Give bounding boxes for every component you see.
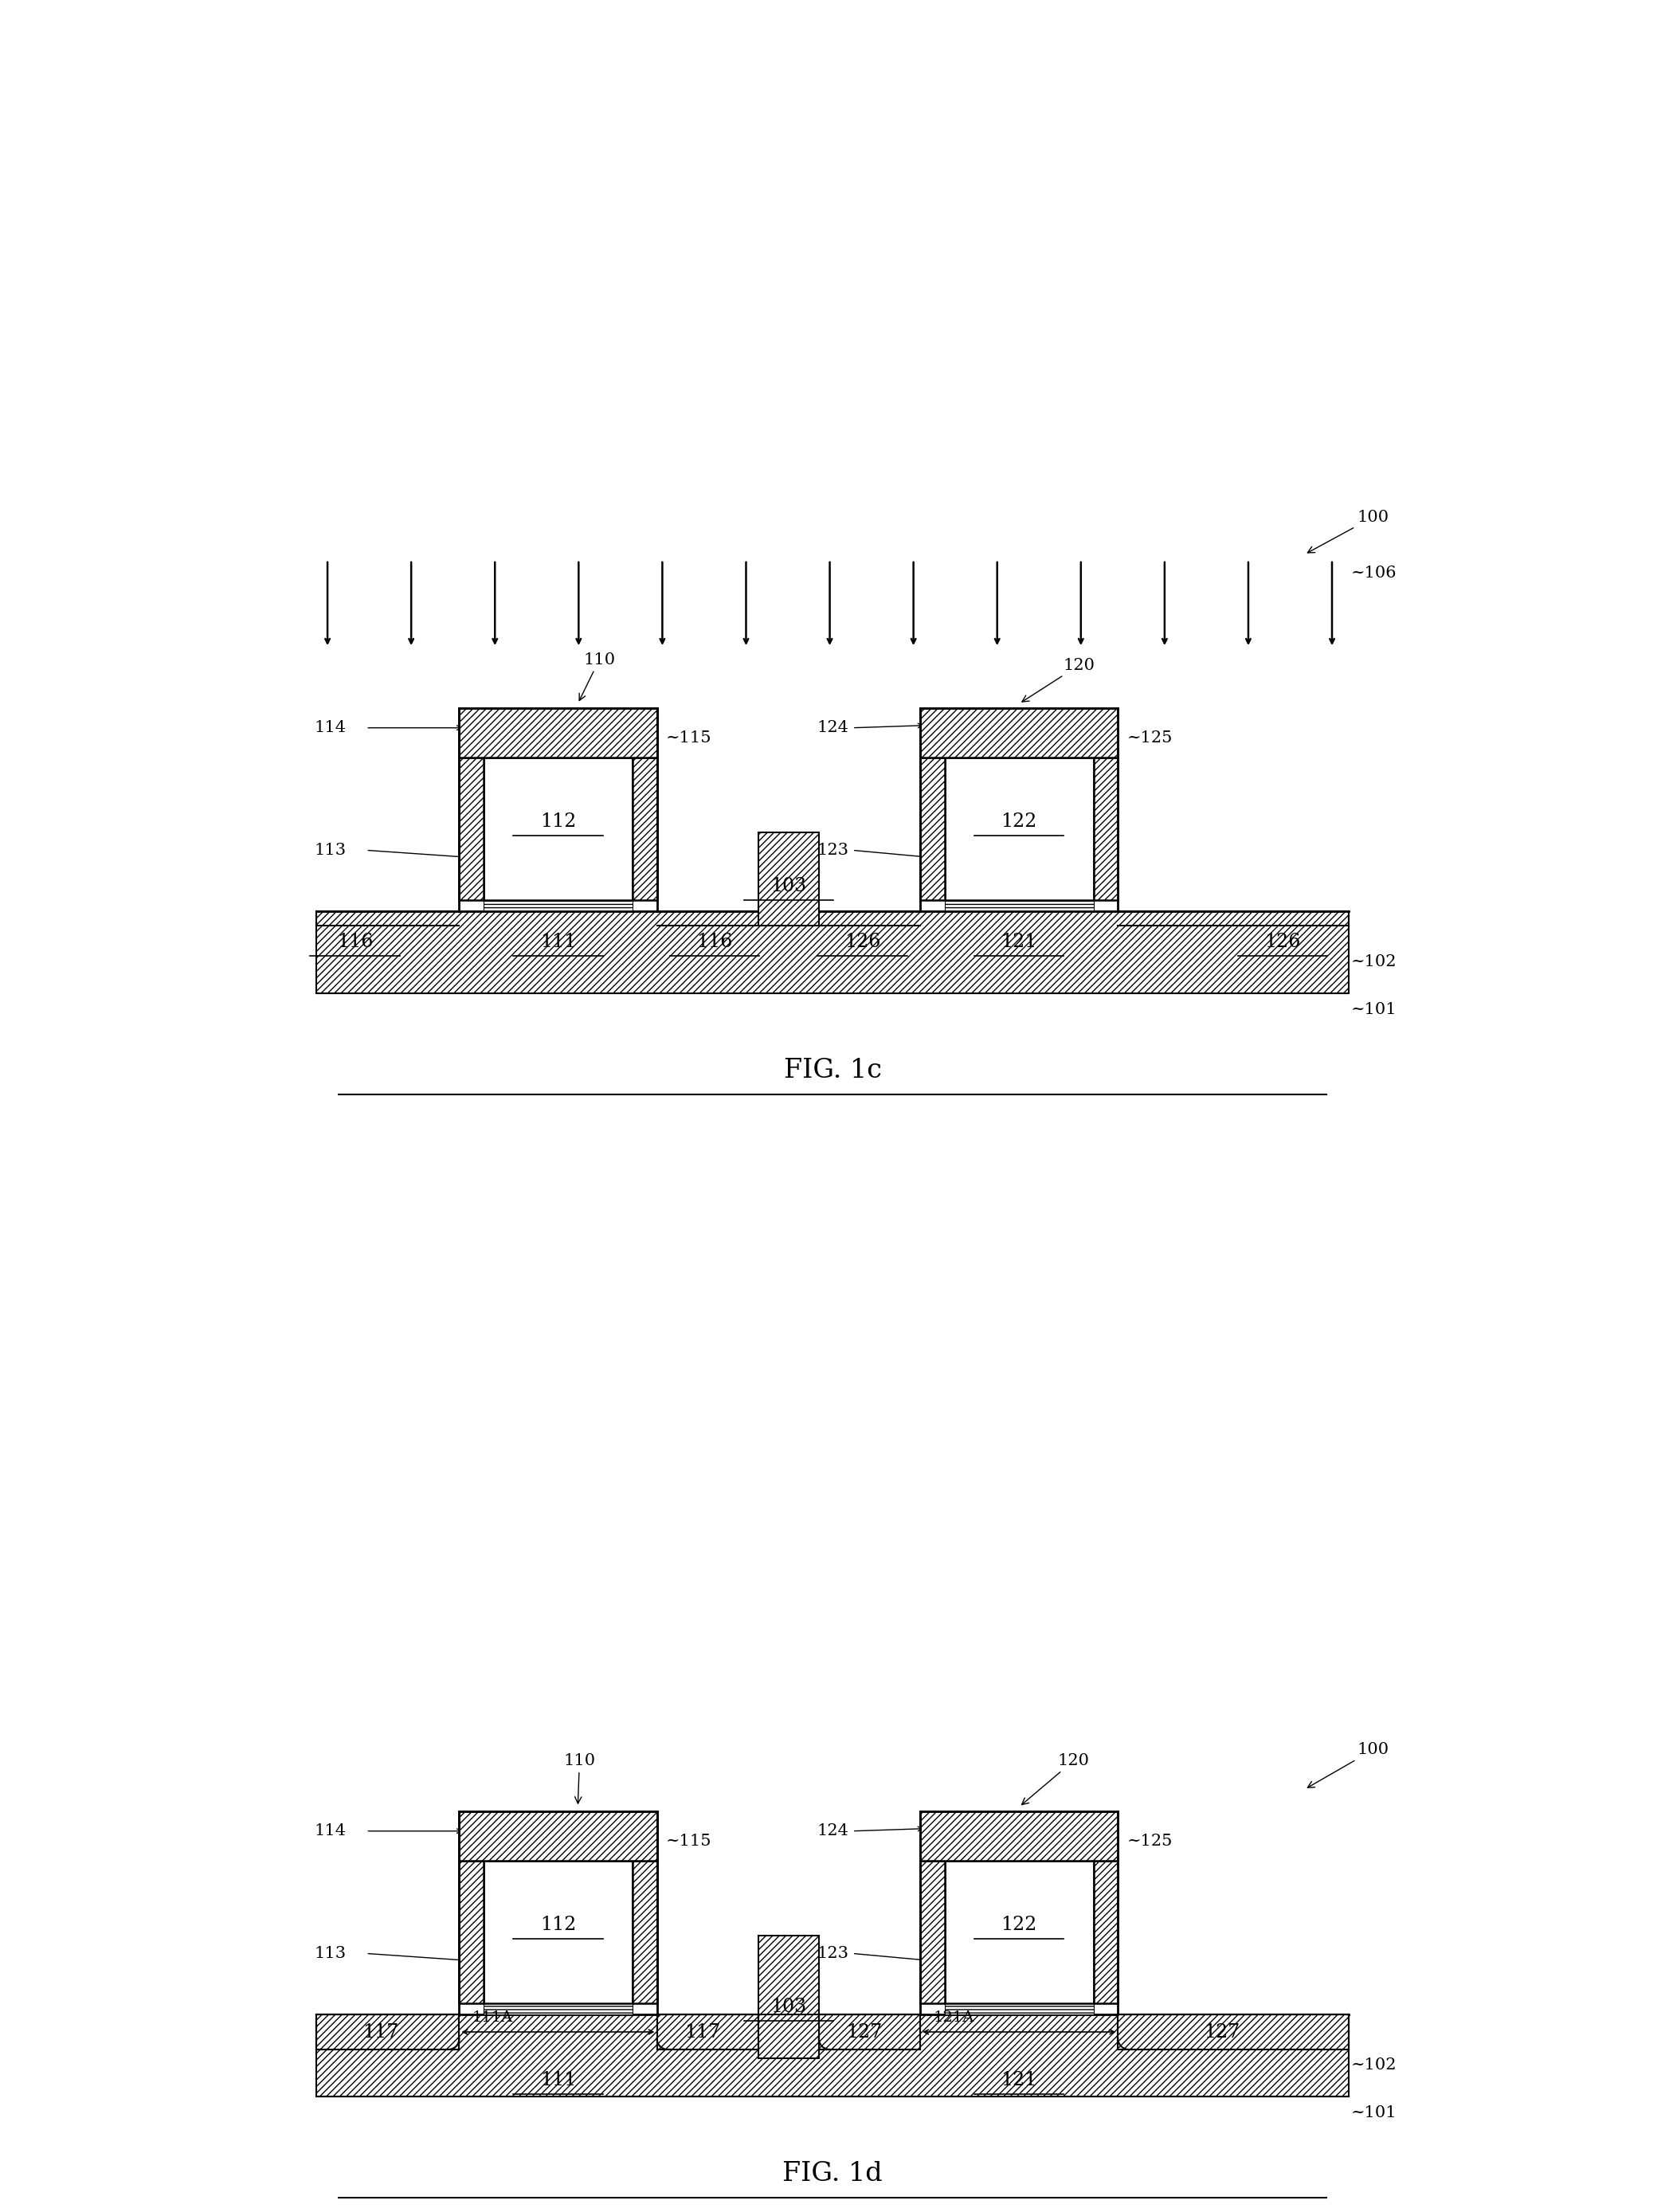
Text: 111: 111 <box>539 2070 576 2090</box>
Text: ~125: ~125 <box>1127 730 1172 745</box>
Text: ~115: ~115 <box>666 730 711 745</box>
Text: ~102: ~102 <box>1350 956 1397 969</box>
Text: 122: 122 <box>1001 1916 1037 1933</box>
Bar <box>483 757 633 900</box>
Text: 120: 120 <box>1022 657 1096 701</box>
Bar <box>758 832 819 925</box>
Text: 110: 110 <box>563 1754 596 1803</box>
Bar <box>460 1860 483 2004</box>
Text: 124: 124 <box>818 721 849 734</box>
Bar <box>483 2004 633 2015</box>
Text: ~102: ~102 <box>1350 2057 1397 2073</box>
Bar <box>944 900 1094 911</box>
Text: 111A: 111A <box>473 2011 513 2024</box>
Bar <box>316 2015 460 2051</box>
Text: 123: 123 <box>818 1947 849 1962</box>
Text: 122: 122 <box>1001 812 1037 832</box>
Text: 113: 113 <box>315 843 346 858</box>
Bar <box>1094 1860 1117 2004</box>
Text: 124: 124 <box>818 1823 849 1838</box>
Bar <box>633 1860 658 2004</box>
Text: 126: 126 <box>844 933 881 951</box>
Bar <box>316 911 1349 993</box>
Bar <box>460 757 483 900</box>
Text: 110: 110 <box>579 653 616 701</box>
Text: 100: 100 <box>1307 509 1389 553</box>
Bar <box>921 1860 944 2004</box>
Text: 112: 112 <box>539 812 576 832</box>
Bar <box>944 1860 1094 2004</box>
Text: ~125: ~125 <box>1127 1834 1172 1849</box>
Bar <box>316 2015 1349 2097</box>
Text: 127: 127 <box>846 2024 882 2042</box>
Text: 103: 103 <box>771 878 806 896</box>
Text: 116: 116 <box>696 933 733 951</box>
Text: 121A: 121A <box>934 2011 974 2024</box>
Bar <box>944 2004 1094 2015</box>
Text: 117: 117 <box>363 2024 398 2042</box>
Text: 120: 120 <box>1022 1754 1089 1805</box>
Bar <box>483 1860 633 2004</box>
Text: 113: 113 <box>315 1947 346 1962</box>
Text: 112: 112 <box>539 1916 576 1933</box>
Text: 111: 111 <box>539 933 576 951</box>
Text: 121: 121 <box>1001 933 1037 951</box>
Text: FIG. 1c: FIG. 1c <box>784 1057 881 1084</box>
Bar <box>758 1936 819 2059</box>
Bar <box>1117 2015 1349 2051</box>
Text: 126: 126 <box>1264 933 1300 951</box>
Text: 127: 127 <box>1204 2024 1240 2042</box>
Text: 117: 117 <box>684 2024 721 2042</box>
Bar <box>460 708 658 757</box>
Text: 100: 100 <box>1307 1743 1389 1787</box>
Bar <box>460 1812 658 1860</box>
Text: FIG. 1d: FIG. 1d <box>783 2161 882 2185</box>
Bar <box>633 757 658 900</box>
Text: 123: 123 <box>818 843 849 858</box>
Text: 121: 121 <box>1001 2070 1037 2090</box>
Text: ~101: ~101 <box>1350 2106 1397 2121</box>
Text: ~115: ~115 <box>666 1834 711 1849</box>
Bar <box>921 1812 1117 1860</box>
Bar <box>921 757 944 900</box>
Text: 114: 114 <box>315 1823 346 1838</box>
Bar <box>658 2015 758 2051</box>
Bar <box>944 757 1094 900</box>
Text: 114: 114 <box>315 721 346 734</box>
Bar <box>483 900 633 911</box>
Bar <box>921 708 1117 757</box>
Bar <box>819 2015 921 2051</box>
Text: 103: 103 <box>771 1997 806 2015</box>
Bar <box>1094 757 1117 900</box>
Text: 116: 116 <box>336 933 373 951</box>
Text: ~101: ~101 <box>1350 1002 1397 1018</box>
Text: ~106: ~106 <box>1350 566 1397 580</box>
